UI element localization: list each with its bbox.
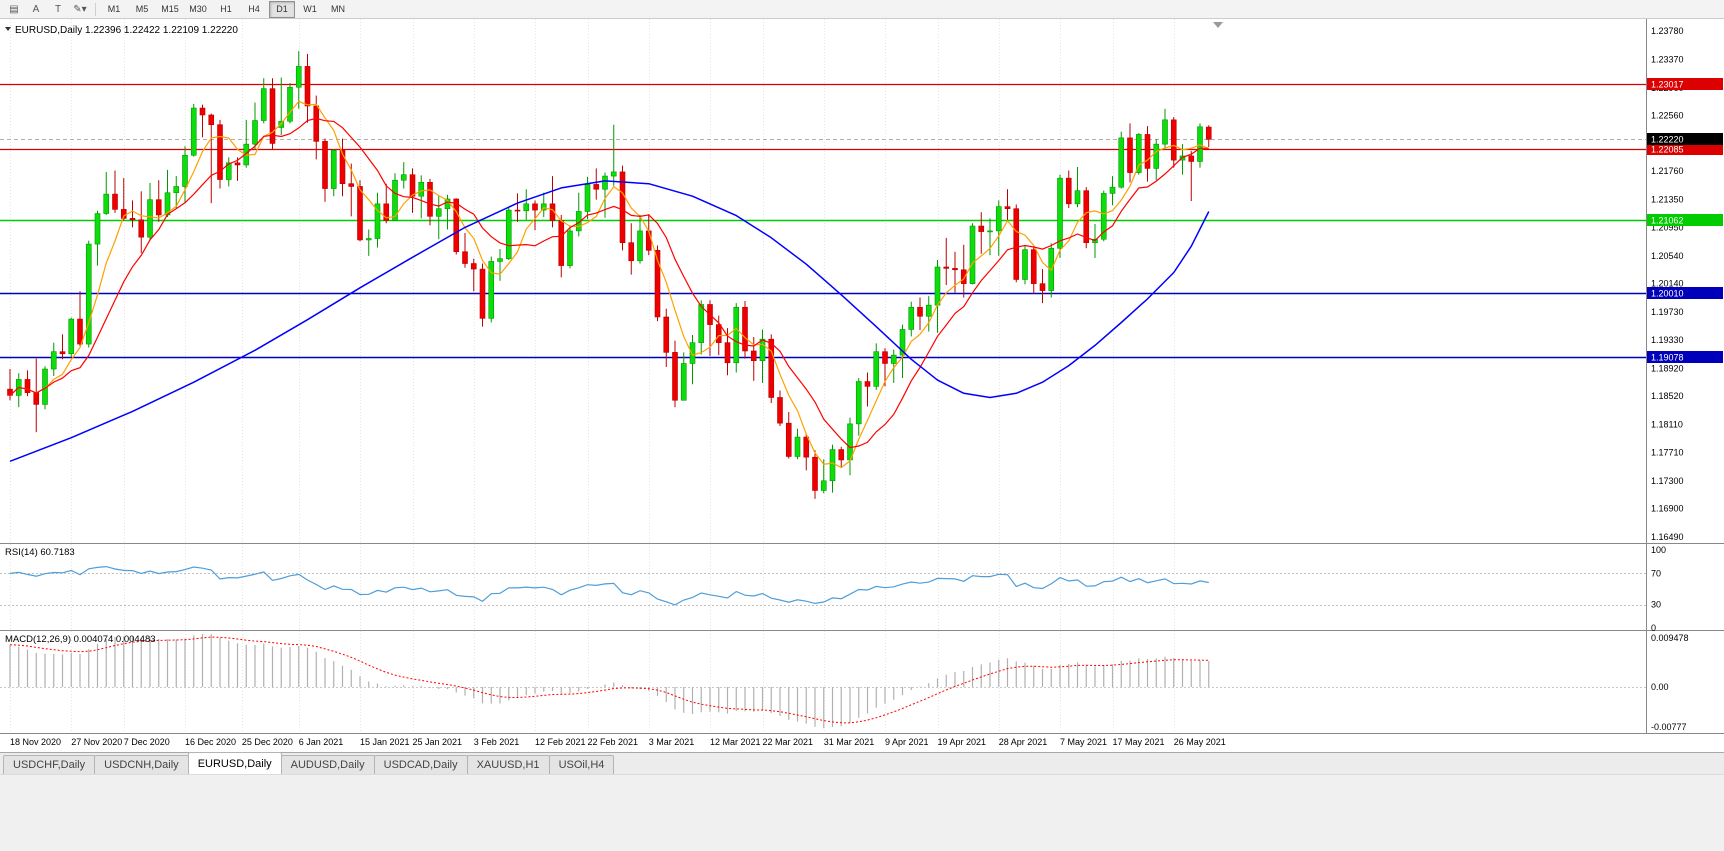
- price-chart[interactable]: 1.237801.233701.229601.225601.221501.217…: [0, 19, 1724, 752]
- svg-text:16 Dec 2020: 16 Dec 2020: [185, 737, 236, 747]
- svg-text:27 Nov 2020: 27 Nov 2020: [71, 737, 122, 747]
- svg-text:12 Feb 2021: 12 Feb 2021: [535, 737, 586, 747]
- svg-text:1.20010: 1.20010: [1651, 289, 1684, 299]
- svg-text:70: 70: [1651, 568, 1661, 578]
- svg-text:1.22220: 1.22220: [1651, 135, 1684, 145]
- svg-text:19 Apr 2021: 19 Apr 2021: [938, 737, 987, 747]
- svg-text:1.23017: 1.23017: [1651, 80, 1684, 90]
- price-badges-layer: 1.23017 1.22085 1.21062 1.20010 1.19078 1.222…: [1647, 78, 1723, 363]
- candles-layer: [7, 51, 1212, 499]
- svg-text:100: 100: [1651, 545, 1666, 555]
- svg-text:3 Feb 2021: 3 Feb 2021: [474, 737, 520, 747]
- svg-text:1.20540: 1.20540: [1651, 251, 1684, 261]
- svg-text:1.23780: 1.23780: [1651, 26, 1684, 36]
- svg-text:1.19330: 1.19330: [1651, 335, 1684, 345]
- line-tools-dropdown-icon[interactable]: ✎▾: [73, 3, 87, 15]
- chart-title-ohlc: EURUSD,Daily 1.22396 1.22422 1.22109 1.2…: [15, 25, 238, 36]
- template-icon[interactable]: T: [54, 3, 62, 15]
- moving-averages-layer: [9, 100, 1210, 469]
- timeframe-button-m30[interactable]: M30: [189, 4, 207, 14]
- timeframe-button-m5[interactable]: M5: [135, 4, 149, 14]
- svg-text:9 Apr 2021: 9 Apr 2021: [885, 737, 929, 747]
- svg-text:1.18520: 1.18520: [1651, 391, 1684, 401]
- svg-text:1.16490: 1.16490: [1651, 532, 1684, 542]
- svg-text:0.009478: 0.009478: [1651, 633, 1689, 643]
- svg-text:1.21062: 1.21062: [1651, 216, 1684, 226]
- chart-tab-xauusd[interactable]: XAUUSD,H1: [466, 755, 550, 774]
- svg-text:1.22085: 1.22085: [1651, 145, 1684, 155]
- timeframe-button-m1[interactable]: M1: [107, 4, 121, 14]
- chart-shift-marker: [1213, 22, 1223, 28]
- svg-text:1.18110: 1.18110: [1651, 420, 1683, 430]
- chart-labels: EURUSD,Daily 1.22396 1.22422 1.22109 1.2…: [5, 25, 238, 645]
- svg-text:26 May 2021: 26 May 2021: [1174, 737, 1226, 747]
- timeframe-button-h1[interactable]: H1: [220, 4, 232, 14]
- svg-text:22 Mar 2021: 22 Mar 2021: [763, 737, 814, 747]
- svg-text:7 Dec 2020: 7 Dec 2020: [124, 737, 170, 747]
- macd-indicator-label: MACD(12,26,9) 0.004074 0.004483: [5, 634, 156, 645]
- timeframe-button-mn[interactable]: MN: [331, 4, 345, 14]
- chart-tab-usdcad[interactable]: USDCAD,Daily: [373, 755, 468, 774]
- ma-fast-line: [9, 100, 1210, 469]
- svg-text:12 Mar 2021: 12 Mar 2021: [710, 737, 761, 747]
- svg-text:-0.00777: -0.00777: [1651, 722, 1687, 732]
- svg-text:1.21350: 1.21350: [1651, 195, 1684, 205]
- svg-text:0: 0: [1651, 623, 1656, 633]
- svg-text:1.17710: 1.17710: [1651, 447, 1684, 457]
- svg-text:22 Feb 2021: 22 Feb 2021: [588, 737, 639, 747]
- rsi-line: [9, 565, 1209, 606]
- chart-tab-bar: USDCHF,Daily USDCNH,Daily EURUSD,Daily AUDU…: [0, 752, 1724, 774]
- svg-text:28 Apr 2021: 28 Apr 2021: [999, 737, 1048, 747]
- charts-grid-icon[interactable]: ▤: [9, 3, 19, 15]
- toolbar-separator: [95, 2, 96, 16]
- rsi-indicator-label: RSI(14) 60.7183: [5, 547, 75, 558]
- top-toolbar: ▤ A T ✎▾ M1 M5 M15 M30 H1 H4 D1 W1 MN: [0, 0, 1724, 19]
- svg-text:7 May 2021: 7 May 2021: [1060, 737, 1107, 747]
- symbol-dropdown-icon: [5, 27, 11, 31]
- grid-layer: [10, 19, 1175, 733]
- svg-text:1.17300: 1.17300: [1651, 476, 1684, 486]
- ma-mid-line: [9, 117, 1209, 449]
- horizontal-lines-layer: [0, 83, 1646, 359]
- chart-tab-eurusd[interactable]: EURUSD,Daily: [187, 752, 282, 774]
- svg-text:25 Dec 2020: 25 Dec 2020: [242, 737, 293, 747]
- svg-text:1.20140: 1.20140: [1651, 279, 1684, 289]
- text-label-icon[interactable]: A: [32, 3, 40, 15]
- status-bar: [0, 774, 1724, 851]
- svg-text:6 Jan 2021: 6 Jan 2021: [299, 737, 344, 747]
- svg-text:1.23370: 1.23370: [1651, 54, 1684, 64]
- chart-tab-usdcnh[interactable]: USDCNH,Daily: [94, 755, 189, 774]
- svg-text:1.16900: 1.16900: [1651, 504, 1684, 514]
- timeframe-button-h4[interactable]: H4: [248, 4, 260, 14]
- svg-text:1.22560: 1.22560: [1651, 111, 1684, 121]
- chart-tab-usoil[interactable]: USOil,H4: [548, 755, 615, 774]
- timeframe-button-w1[interactable]: W1: [303, 4, 317, 14]
- svg-text:31 Mar 2021: 31 Mar 2021: [824, 737, 875, 747]
- svg-text:1.18920: 1.18920: [1651, 363, 1684, 373]
- svg-text:1.21760: 1.21760: [1651, 166, 1684, 176]
- svg-text:1.19730: 1.19730: [1651, 307, 1684, 317]
- axes-layer: 1.237801.233701.229601.225601.221501.217…: [0, 19, 1724, 734]
- svg-text:3 Mar 2021: 3 Mar 2021: [649, 737, 695, 747]
- svg-text:25 Jan 2021: 25 Jan 2021: [413, 737, 463, 747]
- timeframe-button-m15[interactable]: M15: [161, 4, 179, 14]
- rsi-panel: [0, 565, 1646, 606]
- date-axis: 18 Nov 2020 27 Nov 2020 7 Dec 2020 16 Dec 2…: [10, 737, 1226, 747]
- svg-text:1.20950: 1.20950: [1651, 222, 1684, 232]
- svg-text:15 Jan 2021: 15 Jan 2021: [360, 737, 410, 747]
- svg-text:17 May 2021: 17 May 2021: [1113, 737, 1165, 747]
- macd-panel: [0, 634, 1646, 729]
- macd-signal-line: [9, 636, 1209, 724]
- chart-tab-usdchf[interactable]: USDCHF,Daily: [3, 755, 96, 774]
- svg-text:0.00: 0.00: [1651, 682, 1669, 692]
- ma-slow-line: [9, 180, 1210, 462]
- chart-tab-audusd[interactable]: AUDUSD,Daily: [280, 755, 375, 774]
- svg-text:18 Nov 2020: 18 Nov 2020: [10, 737, 61, 747]
- timeframe-button-d1[interactable]: D1: [269, 0, 295, 18]
- svg-text:30: 30: [1651, 600, 1661, 610]
- svg-text:1.19078: 1.19078: [1651, 353, 1684, 363]
